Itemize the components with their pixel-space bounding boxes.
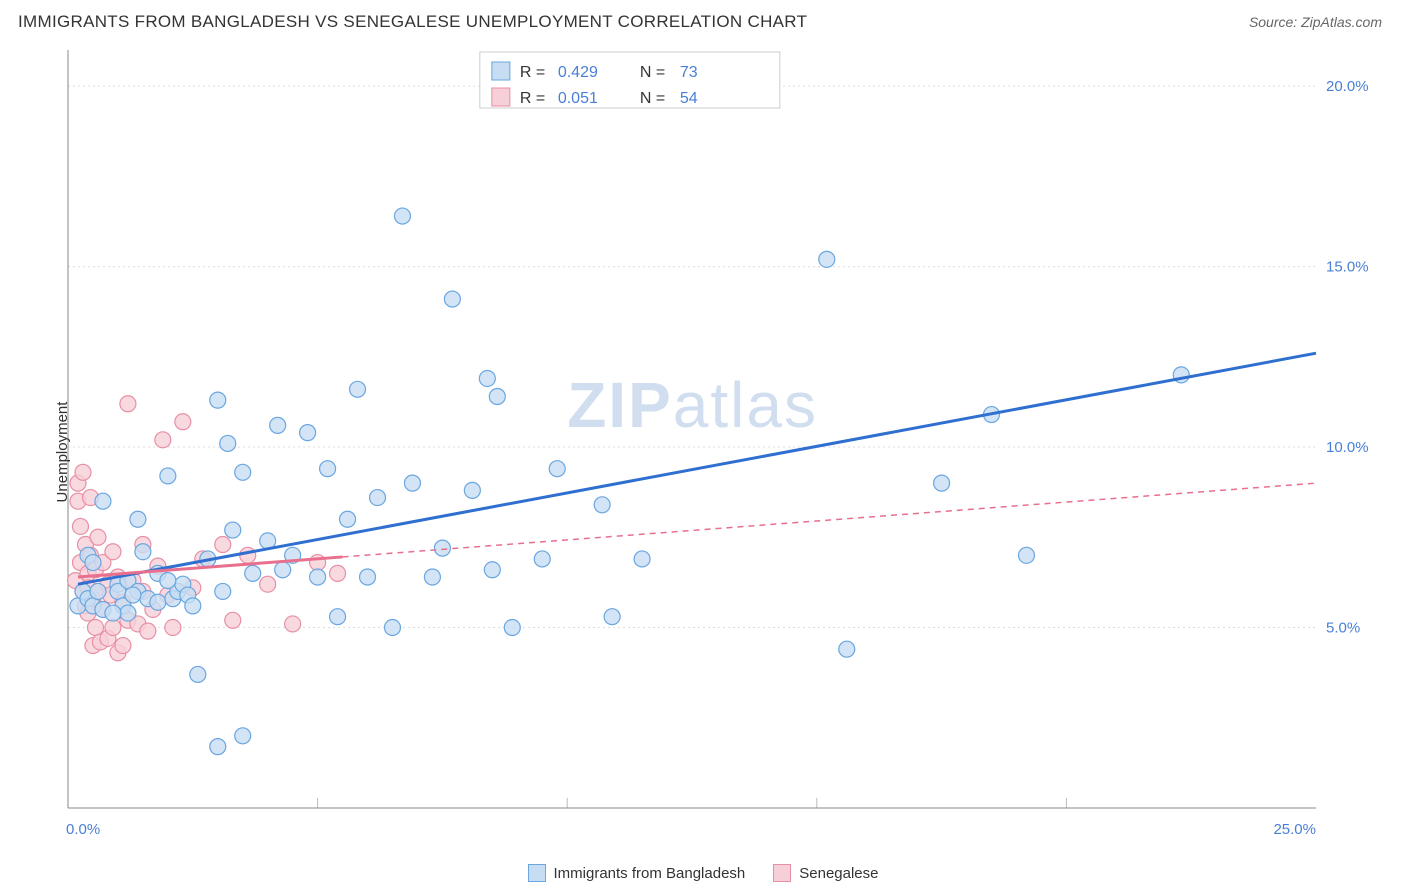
bottom-legend: Immigrants from Bangladesh Senegalese xyxy=(0,864,1406,882)
svg-text:20.0%: 20.0% xyxy=(1326,78,1369,95)
legend-swatch-icon xyxy=(773,864,791,882)
svg-text:N =: N = xyxy=(640,90,665,107)
svg-text:10.0%: 10.0% xyxy=(1326,439,1369,456)
legend-label: Immigrants from Bangladesh xyxy=(554,865,746,882)
svg-text:0.0%: 0.0% xyxy=(66,821,100,838)
svg-text:25.0%: 25.0% xyxy=(1273,821,1316,838)
svg-text:N =: N = xyxy=(640,64,665,81)
scatter-chart: 5.0% 10.0% 15.0% 20.0% 0.0% 25.0% R = 0.429 N = 7… xyxy=(20,42,1386,862)
svg-text:54: 54 xyxy=(680,90,698,107)
svg-text:0.429: 0.429 xyxy=(558,64,598,81)
svg-text:R =: R = xyxy=(520,64,545,81)
chart-area: Unemployment 5.0% 10.0% 15.0% 20.0% 0.0% 25.0… xyxy=(20,42,1386,862)
legend-item-bangladesh: Immigrants from Bangladesh xyxy=(528,864,746,882)
chart-title: IMMIGRANTS FROM BANGLADESH VS SENEGALESE… xyxy=(18,12,807,32)
legend-swatch-icon xyxy=(528,864,546,882)
svg-text:73: 73 xyxy=(680,64,698,81)
y-axis-label: Unemployment xyxy=(54,402,71,503)
svg-text:15.0%: 15.0% xyxy=(1326,259,1369,276)
source-label: Source: ZipAtlas.com xyxy=(1249,14,1382,30)
legend-item-senegalese: Senegalese xyxy=(773,864,878,882)
legend-label: Senegalese xyxy=(799,865,878,882)
svg-text:5.0%: 5.0% xyxy=(1326,620,1360,637)
svg-text:0.051: 0.051 xyxy=(558,90,598,107)
svg-text:R =: R = xyxy=(520,90,545,107)
